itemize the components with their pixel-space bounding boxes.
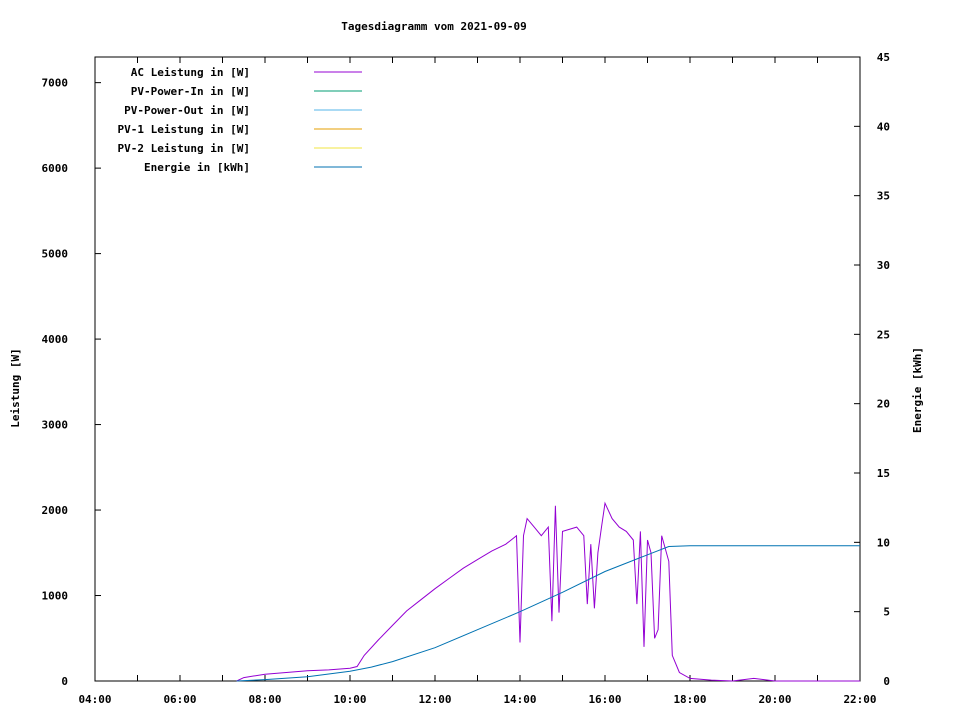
y-tick-label: 5000: [42, 248, 69, 261]
y2-tick-label: 20: [877, 398, 890, 411]
y2-axis-label: Energie [kWh]: [911, 347, 924, 433]
chart-title: Tagesdiagramm vom 2021-09-09: [341, 20, 526, 33]
x-tick-label: 08:00: [248, 693, 281, 706]
y2-tick-label: 30: [877, 259, 890, 272]
legend-label: PV-Power-Out in [W]: [124, 104, 250, 117]
y-tick-label: 1000: [42, 590, 69, 603]
x-tick-label: 18:00: [673, 693, 706, 706]
legend-label: PV-Power-In in [W]: [131, 85, 250, 98]
x-tick-label: 14:00: [503, 693, 536, 706]
y-tick-label: 3000: [42, 419, 69, 432]
x-tick-label: 10:00: [333, 693, 366, 706]
series-line: [236, 501, 860, 682]
y2-tick-label: 25: [877, 328, 890, 341]
legend-label: PV-2 Leistung in [W]: [118, 142, 250, 155]
y-tick-label: 0: [61, 675, 68, 688]
y2-tick-label: 35: [877, 190, 890, 203]
x-tick-label: 04:00: [78, 693, 111, 706]
legend-label: PV-1 Leistung in [W]: [118, 123, 250, 136]
legend-label: AC Leistung in [W]: [131, 66, 250, 79]
series-line: [236, 545, 860, 682]
y-tick-label: 6000: [42, 162, 69, 175]
x-tick-label: 16:00: [588, 693, 621, 706]
x-tick-label: 20:00: [758, 693, 791, 706]
y2-tick-label: 10: [877, 536, 890, 549]
legend-label: Energie in [kWh]: [144, 161, 250, 174]
y-tick-label: 2000: [42, 504, 69, 517]
y2-tick-label: 40: [877, 120, 890, 133]
y2-tick-label: 5: [883, 606, 890, 619]
x-tick-label: 22:00: [843, 693, 876, 706]
y2-tick-label: 45: [877, 51, 890, 64]
x-tick-label: 06:00: [163, 693, 196, 706]
y-tick-label: 7000: [42, 77, 69, 90]
y2-tick-label: 15: [877, 467, 890, 480]
y2-tick-label: 0: [883, 675, 890, 688]
y-axis-label: Leistung [W]: [9, 348, 22, 427]
y-tick-label: 4000: [42, 333, 69, 346]
x-tick-label: 12:00: [418, 693, 451, 706]
